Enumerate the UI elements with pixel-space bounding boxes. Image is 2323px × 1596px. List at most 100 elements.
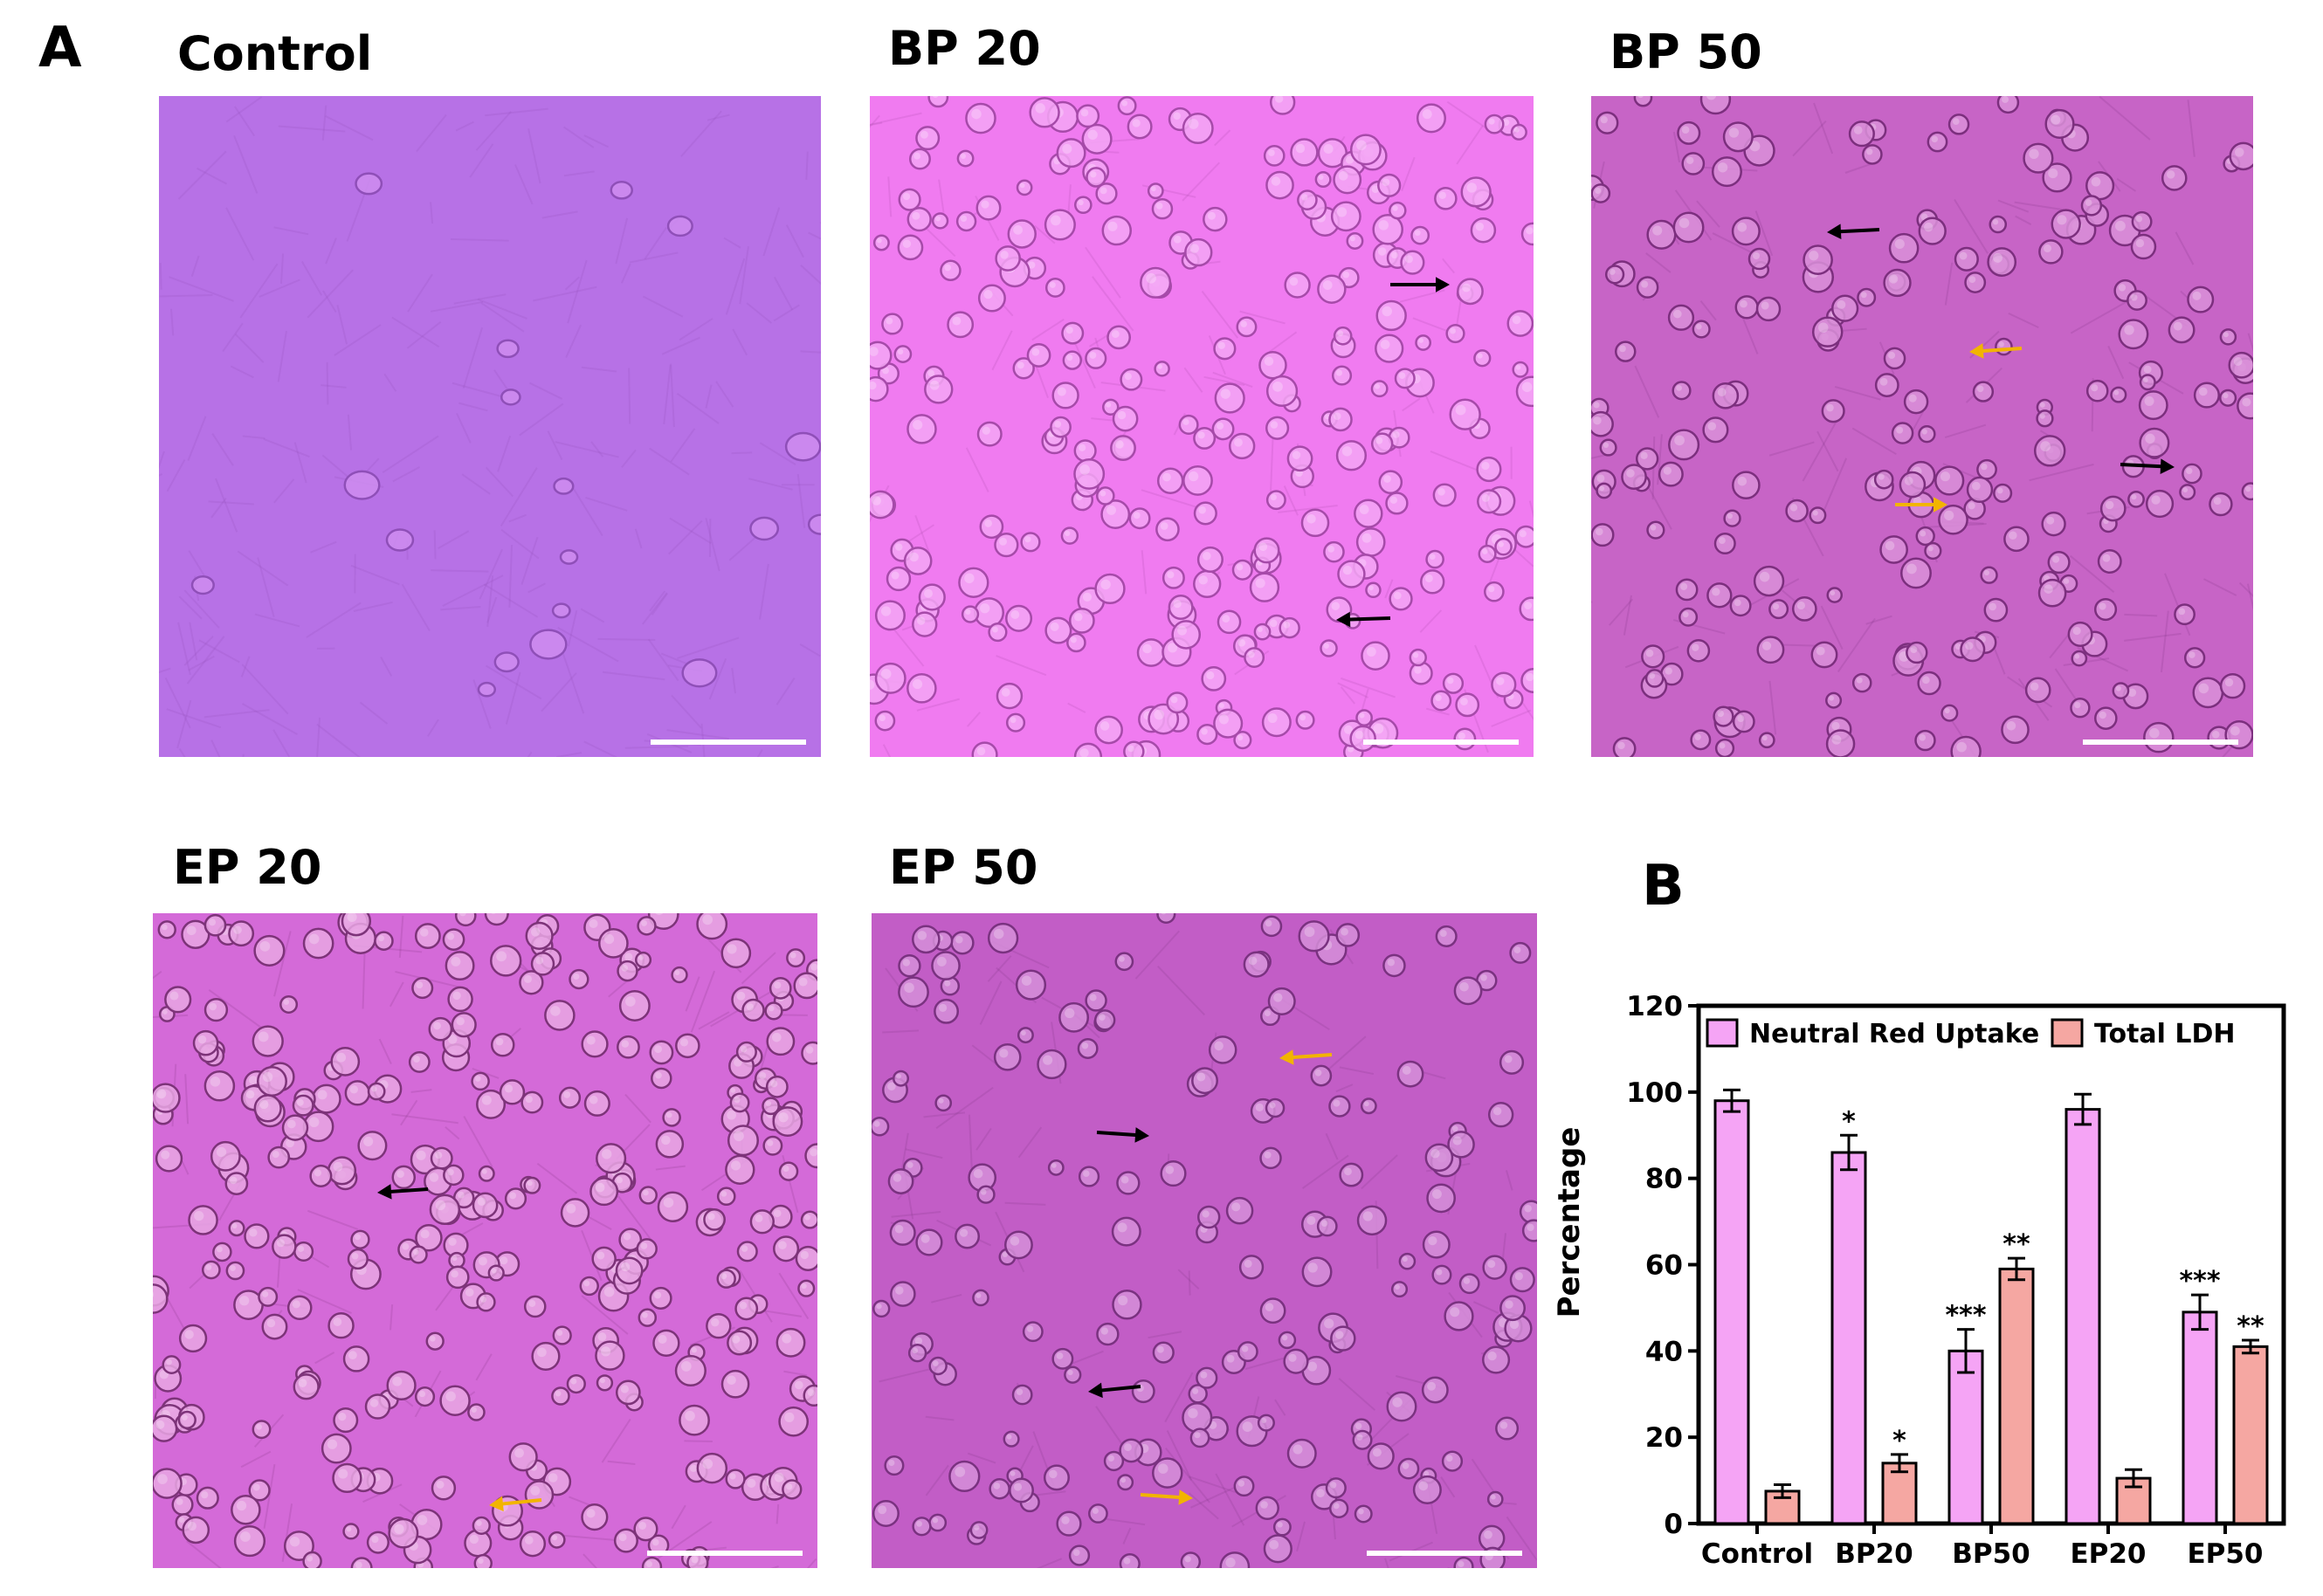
cell-highlight [980,603,990,614]
cell-highlight [1378,220,1389,230]
cell-texture [500,529,540,560]
cell-highlight [920,130,928,139]
cell [596,1374,614,1392]
cell-texture [166,708,222,729]
cell-highlight [955,1466,966,1477]
cell-highlight [162,924,168,931]
cell [597,928,629,959]
cell [2042,162,2072,193]
cell [1706,582,1733,609]
cell [1078,1166,1100,1187]
cell-texture [2015,215,2032,226]
cell [1857,287,1877,307]
cell-highlight [1341,446,1353,457]
cell [1477,489,1502,514]
cell-texture [159,263,162,290]
cell [881,313,904,335]
cell-texture [677,636,740,660]
cell [1633,96,1653,107]
cell [171,1493,194,1516]
cell-highlight [691,1556,699,1564]
cell [1424,1143,1454,1173]
cell [1803,244,1833,275]
cell [210,1140,241,1172]
cell-highlight [162,1009,168,1015]
cell-texture [746,302,773,324]
cell-texture [705,384,713,409]
cell-texture [1296,1521,1306,1551]
cell [1848,120,1875,148]
cell-highlight [478,1558,484,1565]
cell [153,1414,178,1442]
cell [256,1065,287,1097]
cell-texture [392,466,420,483]
cell-highlight [1487,585,1495,593]
cell [1328,1498,1349,1519]
scale-bar [2083,740,2238,745]
micrograph-bp20 [870,96,1534,757]
cell [2094,706,2118,730]
micrograph-control [159,96,821,757]
cell [1060,526,1079,545]
cell-texture [785,224,804,258]
cell [1265,375,1299,408]
cell-texture [389,1304,394,1331]
cell-texture [617,1195,656,1245]
cell-highlight [1117,1222,1127,1233]
cell [1681,152,1706,175]
cell [1370,432,1394,455]
cell-highlight [1237,1480,1245,1487]
cell-texture [322,290,337,313]
cell-highlight [2001,96,2009,103]
cell-highlight [782,1333,792,1344]
cell-texture [391,1113,458,1125]
cell-highlight [2099,602,2106,610]
cell-highlight [1010,1236,1020,1246]
cell-texture [164,1295,185,1330]
cell [931,951,961,980]
yellow-arrow [1895,497,1947,513]
cell-texture [741,952,776,985]
cell-highlight [1487,1351,1497,1361]
cell [1197,1205,1221,1229]
cell-highlight [2009,531,2017,540]
cell [286,1295,313,1321]
cell-texture [1157,966,1206,1016]
cell-texture [463,1115,493,1168]
cell [872,1299,891,1318]
cell [1152,1341,1175,1364]
cell [1279,616,1300,639]
cell-highlight [1242,1421,1253,1433]
cell [1509,941,1532,964]
cell-highlight [333,1317,342,1326]
cell-texture [629,251,679,264]
cell [1219,1551,1251,1568]
cell [253,934,286,967]
cell-highlight [2039,413,2045,419]
cell-highlight [1270,494,1277,501]
cell-highlight [445,1391,456,1402]
cell-highlight [651,1538,659,1546]
cell [1253,623,1272,641]
cell-highlight [798,977,808,987]
cell [1714,738,1735,757]
cell-highlight [392,1376,403,1386]
cell-texture [190,255,200,277]
cell-highlight [1070,636,1077,643]
cell [1081,123,1113,155]
cell-highlight [2102,554,2111,562]
cell-highlight [993,1482,1001,1489]
cell [364,1393,391,1420]
cell-texture [1340,677,1396,698]
cell-highlight [317,1090,327,1100]
cell [1047,1159,1065,1176]
cell [1196,723,1218,746]
cell-texture [479,548,503,600]
cell-highlight [258,1031,269,1042]
cell-texture [378,1038,392,1064]
cell-texture [870,121,883,127]
cell [583,1090,610,1117]
cell [671,966,688,984]
cell-texture [773,276,794,311]
